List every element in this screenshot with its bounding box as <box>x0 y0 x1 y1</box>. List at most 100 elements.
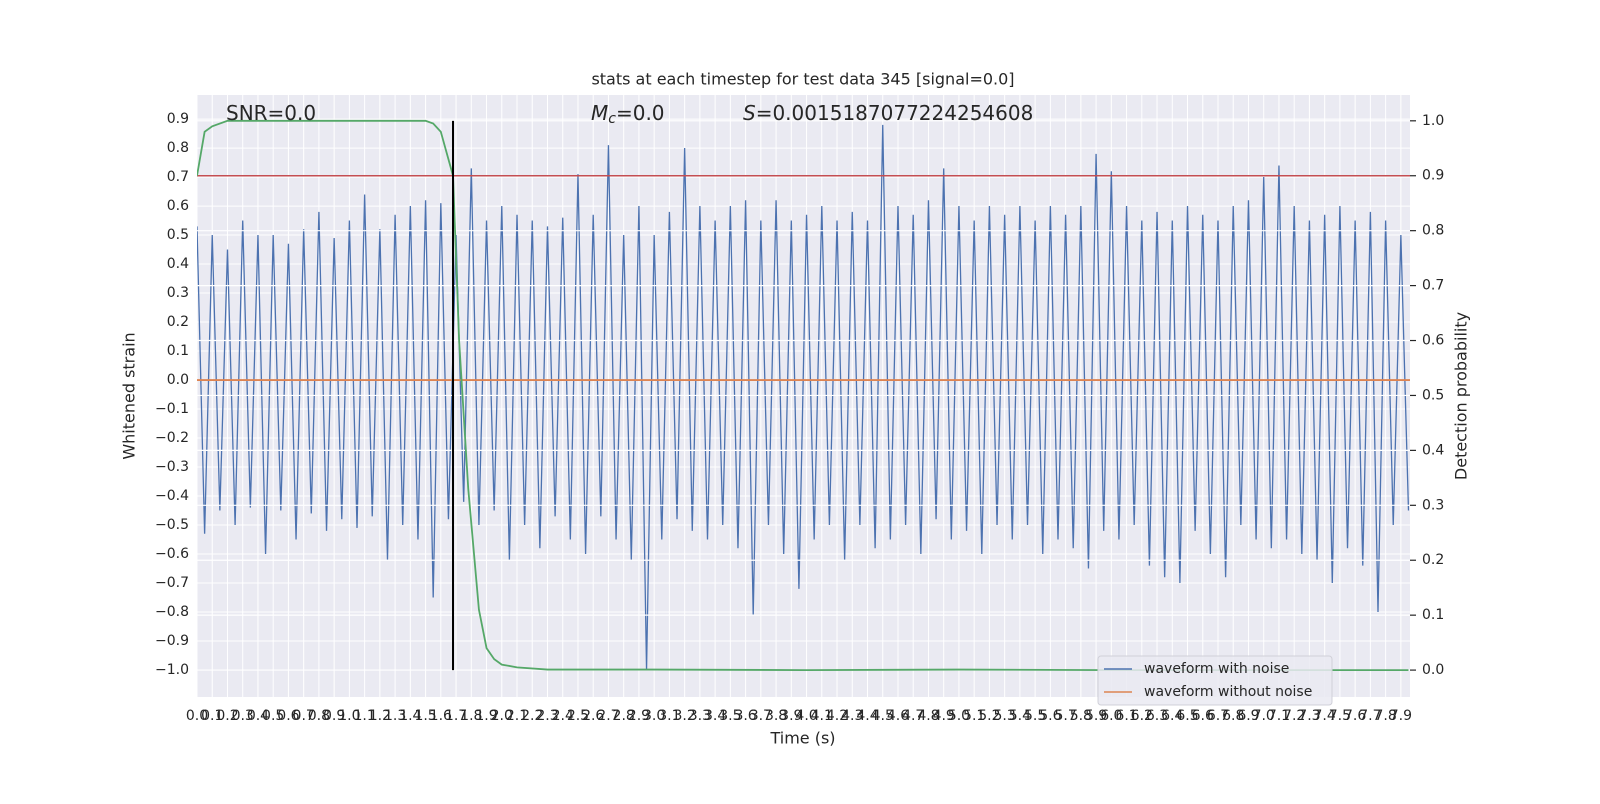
x-tick-label: 6.0 <box>1100 708 1122 724</box>
x-tick-label: 1.4 <box>399 708 421 724</box>
y2-tick-label: 0.9 <box>1422 168 1444 184</box>
x-tick-label: 6.1 <box>1115 708 1137 724</box>
x-tick-label: 5.9 <box>1085 708 1107 724</box>
y2-tick-label: 0.2 <box>1422 552 1444 568</box>
x-tick-label: 6.4 <box>1161 708 1183 724</box>
x-tick-label: 1.6 <box>430 708 452 724</box>
y-tick-label: −0.3 <box>155 459 189 475</box>
y2-tick-label: 0.5 <box>1422 387 1444 403</box>
x-tick-label: 3.4 <box>704 708 726 724</box>
x-tick-label: 2.7 <box>597 708 619 724</box>
x-tick-label: 7.7 <box>1359 708 1381 724</box>
x-tick-label: 6.7 <box>1207 708 1229 724</box>
x-tick-label: 5.2 <box>978 708 1000 724</box>
y-tick-label: −0.2 <box>155 430 189 446</box>
annotation-text: =0.0015187077224254608 <box>756 101 1034 125</box>
y2-tick-label: 0.4 <box>1422 442 1444 458</box>
x-tick-label: 6.2 <box>1131 708 1153 724</box>
annotation-subscript: c <box>608 111 616 127</box>
y-tick-label: −0.7 <box>155 575 189 591</box>
x-tick-label: 0.7 <box>293 708 315 724</box>
x-tick-label: 2.9 <box>628 708 650 724</box>
x-tick-label: 1.8 <box>460 708 482 724</box>
x-tick-label: 2.5 <box>567 708 589 724</box>
annotation: S=0.0015187077224254608 <box>743 101 1033 125</box>
legend: waveform with noise waveform without nois… <box>1097 655 1333 706</box>
annotation: Mc=0.0 <box>591 101 665 128</box>
x-tick-label: 2.4 <box>552 708 574 724</box>
x-tick-label: 4.4 <box>856 708 878 724</box>
x-tick-label: 3.6 <box>734 708 756 724</box>
y2-tick-label: 0.1 <box>1422 607 1444 623</box>
x-tick-label: 4.0 <box>795 708 817 724</box>
x-tick-label: 0.1 <box>201 708 223 724</box>
annotation-symbol: M <box>591 101 608 125</box>
annotation-text: SNR=0.0 <box>226 101 316 125</box>
x-tick-label: 1.0 <box>338 708 360 724</box>
legend-label: waveform without noise <box>1144 684 1312 700</box>
x-tick-label: 3.2 <box>674 708 696 724</box>
x-tick-label: 6.5 <box>1176 708 1198 724</box>
y2-tick-label: 0.3 <box>1422 497 1444 513</box>
x-tick-label: 1.3 <box>384 708 406 724</box>
x-tick-label: 6.8 <box>1222 708 1244 724</box>
x-tick-label: 6.6 <box>1192 708 1214 724</box>
x-tick-label: 0.6 <box>277 708 299 724</box>
y-tick-label: 0.2 <box>167 314 189 330</box>
y-tick-label: −0.5 <box>155 517 189 533</box>
x-tick-label: 7.0 <box>1253 708 1275 724</box>
x-tick-label: 0.4 <box>247 708 269 724</box>
x-tick-label: 2.2 <box>521 708 543 724</box>
y-tick-label: −1.0 <box>155 662 189 678</box>
annotation-symbol: S <box>743 101 756 125</box>
y2-tick-label: 1.0 <box>1422 113 1444 129</box>
y2-axis-label: Detection probability <box>1452 312 1471 480</box>
x-tick-label: 3.1 <box>658 708 680 724</box>
x-tick-label: 1.9 <box>475 708 497 724</box>
y-tick-label: 0.0 <box>167 372 189 388</box>
legend-box <box>1097 655 1333 706</box>
x-tick-label: 4.3 <box>841 708 863 724</box>
x-tick-label: 0.2 <box>216 708 238 724</box>
plot-area <box>197 119 1410 671</box>
x-tick-label: 2.8 <box>613 708 635 724</box>
x-tick-label: 4.6 <box>887 708 909 724</box>
x-tick-label: 5.3 <box>994 708 1016 724</box>
x-tick-label: 3.9 <box>780 708 802 724</box>
y2-tick-label: 0.7 <box>1422 278 1444 294</box>
series-line <box>197 124 1410 671</box>
x-tick-label: 7.9 <box>1390 708 1412 724</box>
x-tick-label: 5.1 <box>963 708 985 724</box>
x-tick-label: 6.3 <box>1146 708 1168 724</box>
x-tick-label: 1.7 <box>445 708 467 724</box>
y-tick-label: 0.4 <box>167 256 189 272</box>
x-tick-label: 5.7 <box>1054 708 1076 724</box>
y2-tick-label: 0.6 <box>1422 333 1444 349</box>
y2-tick-label: 0.8 <box>1422 223 1444 239</box>
x-tick-label: 4.1 <box>811 708 833 724</box>
x-tick-label: 4.5 <box>872 708 894 724</box>
x-tick-label: 7.5 <box>1329 708 1351 724</box>
legend-label: waveform with noise <box>1144 661 1289 677</box>
y-tick-label: 0.8 <box>167 140 189 156</box>
y-tick-label: 0.7 <box>167 169 189 185</box>
x-tick-label: 2.3 <box>536 708 558 724</box>
x-tick-label: 5.5 <box>1024 708 1046 724</box>
x-tick-label: 4.7 <box>902 708 924 724</box>
x-tick-label: 5.0 <box>948 708 970 724</box>
x-tick-label: 5.6 <box>1039 708 1061 724</box>
x-tick-label: 4.8 <box>917 708 939 724</box>
y2-tick-label: 0.0 <box>1422 662 1444 678</box>
x-axis-label: Time (s) <box>769 729 835 748</box>
probability-line <box>197 119 1409 671</box>
annotation: SNR=0.0 <box>226 101 316 125</box>
axes: 0.00.10.20.30.40.50.60.70.80.91.01.11.21… <box>155 111 1444 724</box>
x-tick-label: 7.1 <box>1268 708 1290 724</box>
x-tick-label: 7.8 <box>1374 708 1396 724</box>
y-tick-label: −0.8 <box>155 604 189 620</box>
y-tick-label: −0.4 <box>155 488 189 504</box>
x-tick-label: 7.3 <box>1298 708 1320 724</box>
y-tick-label: −0.1 <box>155 401 189 417</box>
